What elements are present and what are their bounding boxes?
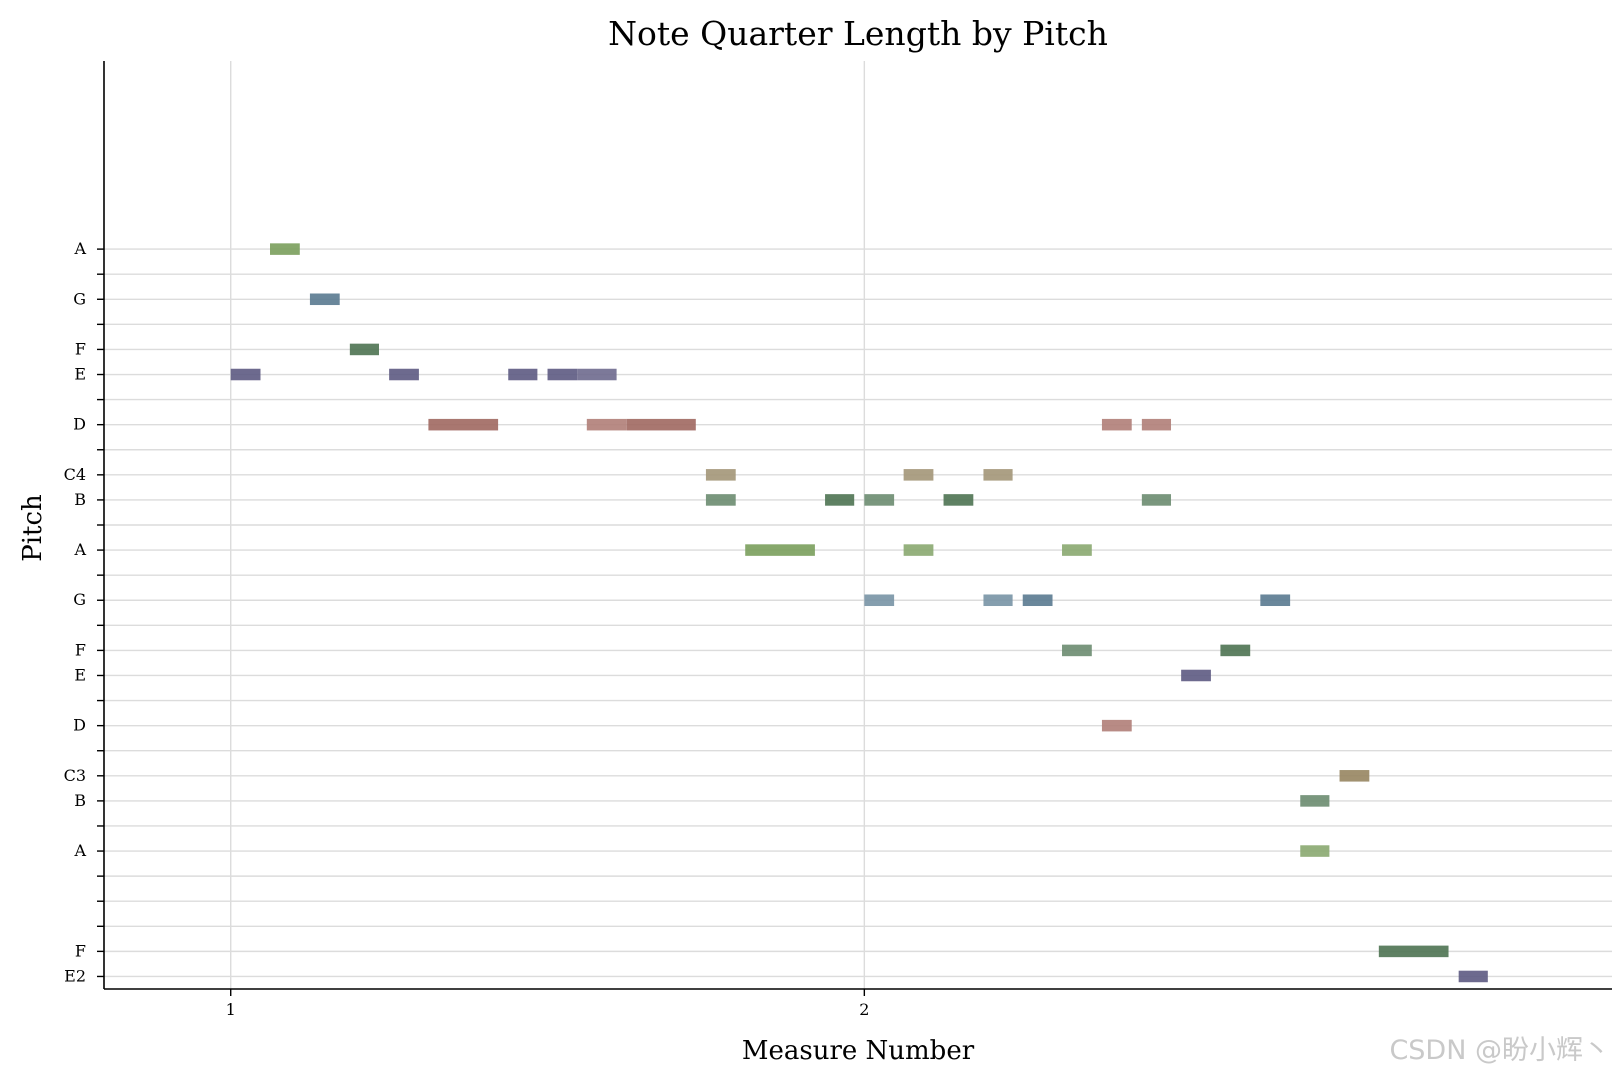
y-tick-label: B <box>74 490 86 509</box>
y-tick-label: B <box>74 791 86 810</box>
x-tick-label: 1 <box>226 1000 236 1019</box>
grid-lines <box>104 61 1612 989</box>
note-bar <box>983 594 1013 607</box>
y-tick-label: G <box>73 590 86 609</box>
y-tick-label: C3 <box>64 766 86 785</box>
note-bar <box>825 494 855 506</box>
note-bar <box>745 544 815 556</box>
note-bar <box>1181 669 1211 682</box>
note-bar <box>705 469 736 481</box>
note-bar <box>428 418 499 431</box>
y-tick-label: G <box>73 289 86 308</box>
note-bar <box>1022 594 1053 607</box>
note-bar <box>626 418 696 431</box>
note-bar <box>903 469 934 481</box>
note-bar <box>705 494 736 506</box>
note-bar <box>586 418 627 431</box>
y-tick-label: A <box>73 239 86 258</box>
note-bar <box>1458 970 1488 983</box>
note-bar <box>983 469 1013 481</box>
note-bar <box>1260 594 1291 607</box>
y-tick-label: E <box>74 665 86 684</box>
note-bars <box>230 243 1488 983</box>
y-tick-label: E2 <box>64 966 86 985</box>
note-bar <box>1141 494 1172 506</box>
x-axis-label: Measure Number <box>742 1036 975 1066</box>
note-bar <box>547 368 578 381</box>
y-tick-label: E <box>74 365 86 384</box>
note-bar <box>1339 770 1370 782</box>
chart-title: Note Quarter Length by Pitch <box>608 14 1108 53</box>
note-bar <box>349 343 379 356</box>
note-bar <box>1101 418 1132 431</box>
y-tick-label: D <box>73 716 86 735</box>
y-tick-label: A <box>73 841 86 860</box>
y-tick-label: D <box>73 415 86 434</box>
y-tick-label: F <box>75 640 86 659</box>
note-bar <box>1300 795 1330 807</box>
note-bar <box>1062 544 1092 556</box>
y-axis-label: Pitch <box>18 494 48 562</box>
note-bar <box>577 368 617 381</box>
y-tick-label: F <box>75 941 86 960</box>
note-bar <box>1220 644 1251 657</box>
note-bar <box>1141 418 1172 431</box>
note-bar <box>943 494 974 506</box>
note-bar <box>1378 945 1449 958</box>
x-tick-label: 2 <box>859 1000 869 1019</box>
note-bar <box>230 368 261 381</box>
note-bar <box>864 594 895 607</box>
note-bar <box>309 293 340 306</box>
note-bar <box>389 368 419 381</box>
note-bar <box>1300 845 1330 857</box>
y-tick-label: F <box>75 339 86 358</box>
y-tick-label: C4 <box>64 465 86 484</box>
y-tick-label: A <box>73 540 86 559</box>
note-bar <box>1062 644 1092 657</box>
note-bar <box>864 494 895 506</box>
note-bar <box>903 544 934 556</box>
note-bar <box>270 243 300 255</box>
watermark: CSDN @盼小辉丶 <box>1389 1035 1610 1066</box>
note-bar <box>1101 719 1132 732</box>
note-bar <box>508 368 538 381</box>
